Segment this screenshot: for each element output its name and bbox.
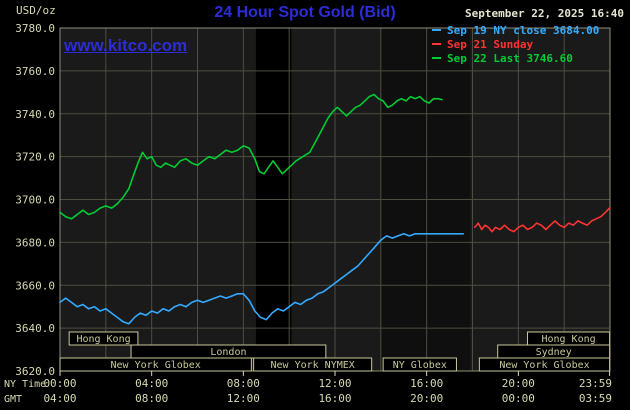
chart-title: 24 Hour Spot Gold (Bid) (214, 4, 396, 21)
ny-time-axis-title: NY Time (4, 379, 46, 390)
y-axis-units-label: USD/oz (16, 4, 56, 17)
x-axis-label-ny-time: 12:00 (318, 377, 351, 390)
datetime-label: September 22, 2025 16:40 (465, 7, 624, 20)
price-line-sep22 (59, 93, 443, 220)
y-axis-label: 3660.0 (15, 279, 55, 292)
session-label: New York Globex (111, 360, 201, 371)
session-label: New York NYMEX (271, 360, 355, 371)
session-label: Hong Kong (76, 334, 130, 345)
session-box (253, 357, 373, 372)
x-axis-label-gmt: 04:00 (43, 392, 76, 405)
legend-line-swatch (432, 57, 441, 59)
y-axis-label: 3700.0 (15, 194, 55, 207)
session-box (382, 357, 457, 372)
x-axis-label-gmt: 00:00 (502, 392, 535, 405)
y-axis-label: 3620.0 (15, 365, 55, 378)
x-axis-label-ny-time: 04:00 (135, 377, 168, 390)
x-axis-label-ny-time: 00:00 (43, 377, 76, 390)
legend: Sep 19 NY close 3684.00 Sep 21 Sunday Sep … (432, 24, 599, 66)
x-axis-label-gmt: 08:00 (135, 392, 168, 405)
price-line-sep21 (473, 207, 611, 233)
x-axis-label-gmt: 03:59 (579, 392, 612, 405)
gmt-axis-title: GMT (4, 394, 22, 405)
y-axis-label: 3740.0 (15, 108, 55, 121)
x-axis-label-ny-time: 20:00 (502, 377, 535, 390)
legend-label: Sep 19 NY close 3684.00 (447, 24, 600, 37)
session-label: Hong Kong (541, 334, 595, 345)
legend-item: Sep 21 Sunday (432, 38, 599, 52)
legend-label: Sep 21 Sunday (447, 38, 534, 51)
x-axis-label-gmt: 12:00 (227, 392, 260, 405)
session-box (478, 357, 611, 372)
session-label: London (210, 347, 246, 358)
x-axis-label-gmt: 20:00 (410, 392, 443, 405)
y-axis-label: 3640.0 (15, 322, 55, 335)
session-box (68, 331, 139, 346)
y-axis-label: 3680.0 (15, 236, 55, 249)
x-axis-label-ny-time: 16:00 (410, 377, 443, 390)
y-axis-label: 3720.0 (15, 151, 55, 164)
legend-line-swatch (432, 29, 441, 31)
session-label: Sydney (536, 347, 572, 358)
x-axis-label-ny-time: 08:00 (227, 377, 260, 390)
legend-item: Sep 19 NY close 3684.00 (432, 24, 599, 38)
kitco-website-link[interactable]: www.kitco.com (64, 36, 188, 55)
session-label: NY Globex (393, 360, 447, 371)
price-line-sep19 (59, 233, 465, 325)
x-axis-label-ny-time: 23:59 (579, 377, 612, 390)
legend-label: Sep 22 Last 3746.60 (447, 52, 573, 65)
legend-item: Sep 22 Last 3746.60 (432, 52, 599, 66)
y-axis-label: 3780.0 (15, 22, 55, 35)
session-label: New York Globex (499, 360, 589, 371)
legend-line-swatch (432, 43, 441, 45)
session-box (59, 357, 252, 372)
y-axis-label: 3760.0 (15, 65, 55, 78)
x-axis-label-gmt: 16:00 (318, 392, 351, 405)
